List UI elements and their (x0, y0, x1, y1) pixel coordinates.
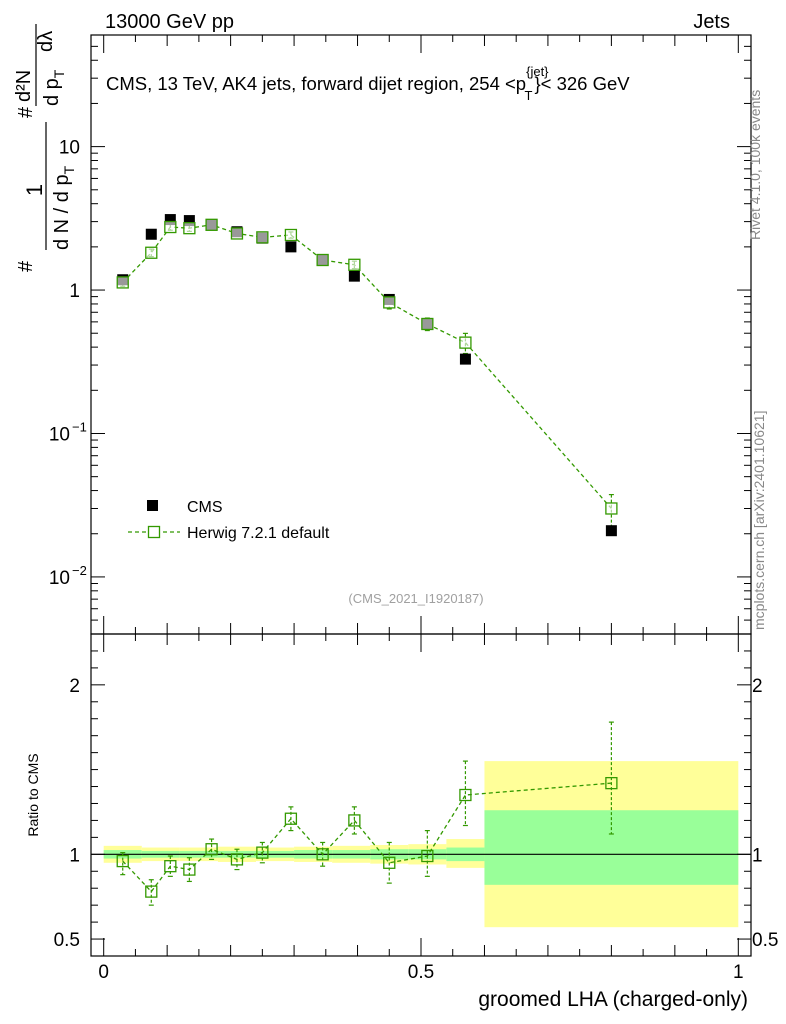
herwig-data-point (205, 218, 218, 231)
ratio-data-point (459, 788, 472, 802)
ratio-y-axis-label: Ratio to CMS (25, 753, 41, 836)
ylabel-denominator: d N / d pT (51, 165, 77, 250)
main-y-tick-label: 10 (49, 424, 70, 445)
herwig-data-point (316, 253, 329, 267)
herwig-data-point (348, 258, 361, 271)
ylabel-hash-2: # (15, 106, 37, 118)
ratio-data-point (145, 885, 158, 898)
herwig-series-line (122, 224, 612, 509)
ratio-series-line (122, 782, 612, 893)
main-y-tick-exponent: −1 (72, 419, 87, 434)
main-plot-frame (90, 34, 752, 635)
ratio-y-tick-label-right: 0.5 (752, 930, 778, 951)
legend-marker-herwig (147, 525, 161, 539)
ratio-data-point (316, 848, 329, 861)
ratio-data-point (256, 846, 269, 859)
x-axis-label: groomed LHA (charged-only) (478, 988, 748, 1011)
herwig-data-point (183, 222, 196, 235)
ylabel-hash: # (15, 260, 37, 272)
legend-marker-cms (147, 500, 158, 511)
plot-title-sup: {jet} (526, 64, 549, 79)
ylabel-d2n: d²N (13, 70, 35, 102)
herwig-data-point (164, 220, 177, 234)
ratio-data-point (164, 860, 177, 873)
cms-data-point (164, 214, 176, 226)
ratio-data-point (605, 776, 618, 790)
herwig-data-point (116, 276, 129, 289)
plot-title-tail: }< 326 GeV (534, 73, 630, 94)
plot-title-sub: T (525, 88, 533, 103)
cms-data-point (348, 270, 360, 282)
herwig-data-point (605, 502, 618, 515)
legend-label-cms: CMS (187, 499, 223, 516)
herwig-data-point (421, 317, 434, 331)
ratio-data-point (230, 853, 244, 866)
herwig-data-point (230, 227, 244, 240)
ratio-data-point (205, 843, 218, 856)
mcplots-source-label: mcplots.cern.ch [arXiv:2401.10621] (751, 411, 767, 630)
main-y-tick-label: 10 (59, 138, 80, 159)
ylabel-dlambda: dλ (35, 31, 57, 52)
plot-title: CMS, 13 TeV, AK4 jets, forward dijet reg… (106, 64, 630, 103)
cms-data-point (145, 228, 157, 240)
herwig-data-point (383, 296, 396, 309)
herwig-data-point (145, 246, 158, 259)
main-y-tick-exponent: −2 (72, 563, 87, 578)
ratio-data-point (348, 814, 361, 827)
ratio-data-point (284, 812, 298, 825)
main-y-tick-label: 10 (49, 568, 70, 589)
rivet-version-label: Rivet 4.1.0, 100k events (747, 90, 763, 240)
ratio-y-tick-label: 2 (69, 676, 80, 697)
analysis-id-annotation: (CMS_2021_I1920187) (348, 591, 483, 606)
ratio-data-point (183, 863, 196, 876)
ratio-y-tick-label: 0.5 (54, 930, 80, 951)
main-y-tick-label: 1 (69, 281, 80, 302)
cms-data-point (183, 215, 195, 227)
header-type-label: Jets (693, 11, 730, 33)
legend: CMS Herwig 7.2.1 default (128, 499, 330, 542)
x-tick-label: 0.5 (408, 962, 434, 983)
main-y-axis-label: # 1 d N / d pT # d²N d pT dλ (13, 24, 77, 272)
ratio-plot-panel: 2 2 1 1 0.5 0.5 0 0.5 1 Ratio to CMS groomed LH… (25, 633, 778, 1011)
cms-data-point (285, 241, 297, 253)
ratio-data-point (116, 854, 129, 868)
herwig-data-point (284, 228, 298, 242)
plot-title-main: CMS, 13 TeV, AK4 jets, forward dijet reg… (106, 73, 526, 94)
herwig-data-point (256, 231, 269, 244)
herwig-data-point (459, 336, 472, 349)
ylabel-one: 1 (22, 184, 47, 196)
ratio-data-point (383, 856, 396, 869)
ratio-y-tick-label-right: 1 (752, 845, 763, 866)
ratio-y-tick-label-right: 2 (752, 676, 763, 697)
x-tick-label: 0 (98, 962, 109, 983)
ylabel-dpt: d pT (41, 69, 67, 106)
x-tick-label: 1 (733, 962, 744, 983)
cms-data-point (459, 353, 471, 365)
ratio-inner-uncertainty-band (484, 810, 739, 885)
ratio-data-point (421, 849, 434, 863)
cms-data-point (605, 525, 617, 537)
legend-label-herwig: Herwig 7.2.1 default (187, 525, 330, 542)
ratio-y-tick-label: 1 (69, 845, 80, 866)
header-beam-label: 13000 GeV pp (105, 11, 234, 33)
